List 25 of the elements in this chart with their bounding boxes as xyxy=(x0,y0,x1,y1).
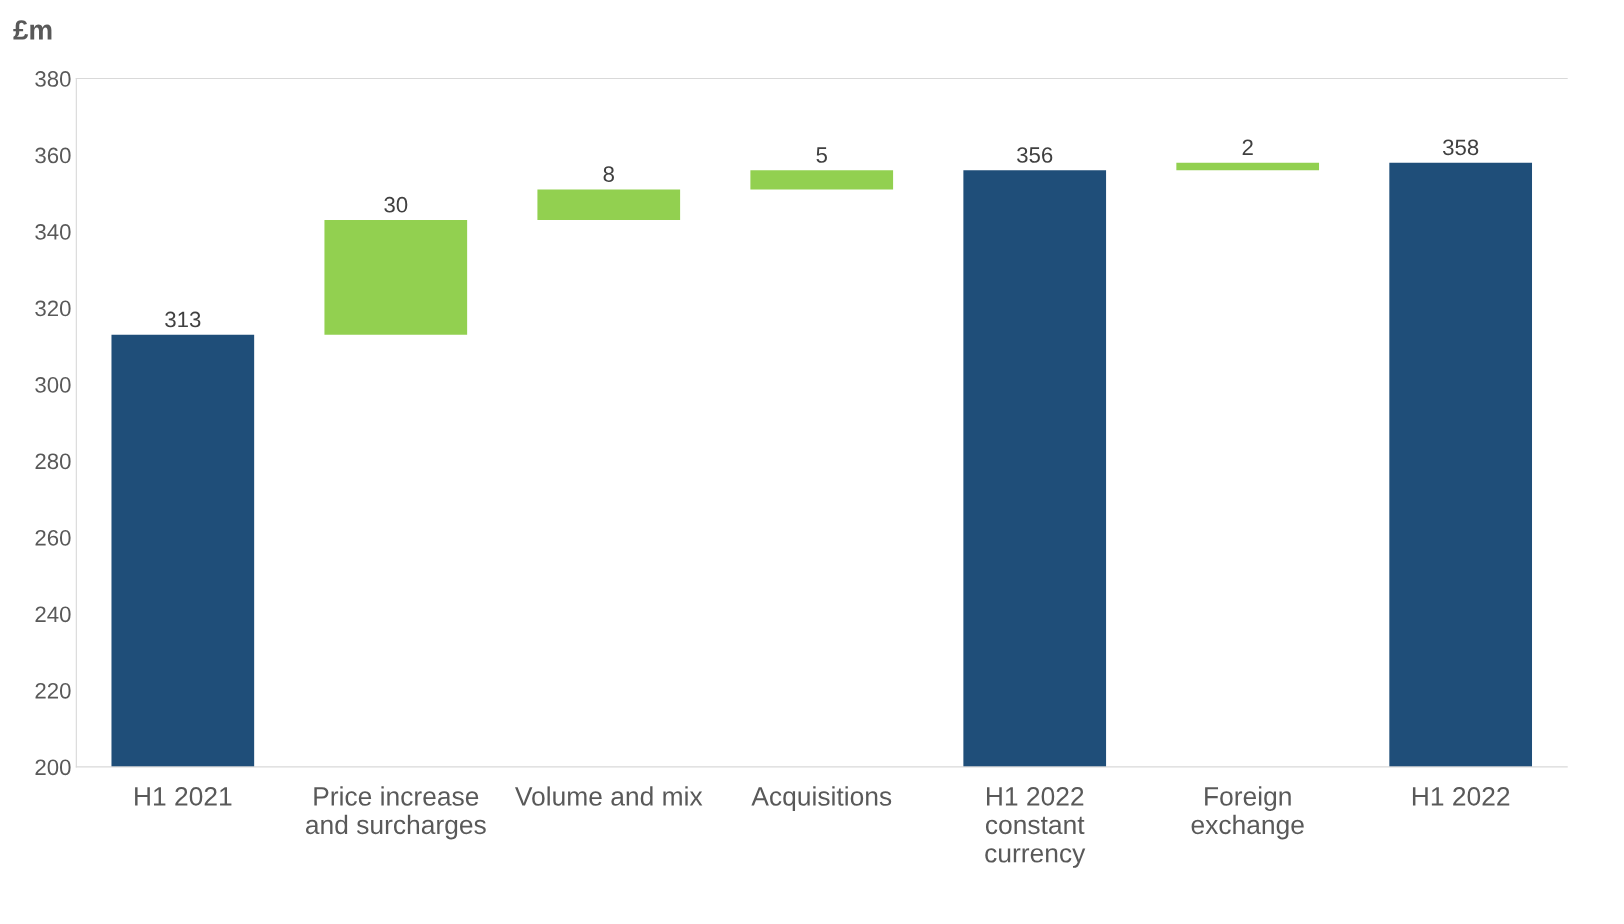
y-tick-label: 200 xyxy=(35,759,71,776)
y-tick-label: 240 xyxy=(35,606,71,623)
x-tick-label: Volume and mix xyxy=(515,786,703,806)
x-tick-label: H1 2022 constant currency xyxy=(985,787,1086,868)
y-tick-label: 260 xyxy=(35,529,71,546)
data-label: 5 xyxy=(816,147,827,163)
y-tick-label: 340 xyxy=(35,224,71,240)
y-tick-label: 300 xyxy=(35,377,71,393)
y-tick-label: 360 xyxy=(35,147,71,164)
y-tick-label: 220 xyxy=(35,682,71,699)
data-label: 30 xyxy=(384,196,408,213)
data-label: 8 xyxy=(603,166,614,182)
x-tick-label: H1 2022 xyxy=(1412,787,1510,806)
data-label: 356 xyxy=(1017,147,1053,163)
x-tick-label: H1 2021 xyxy=(135,787,232,806)
x-tick-label: Acquisitions xyxy=(751,786,892,811)
data-label: 2 xyxy=(1242,139,1253,155)
y-tick-label: 280 xyxy=(35,453,71,470)
data-label: 358 xyxy=(1442,139,1479,156)
x-tick-label: Foreign exchange xyxy=(1191,786,1304,840)
y-tick-label: 380 xyxy=(35,71,71,87)
y-axis-title: £m xyxy=(13,20,52,40)
y-tick-label: 320 xyxy=(35,300,71,317)
data-label: 313 xyxy=(165,311,201,328)
x-tick-label: Price increase and surcharges xyxy=(305,786,486,840)
